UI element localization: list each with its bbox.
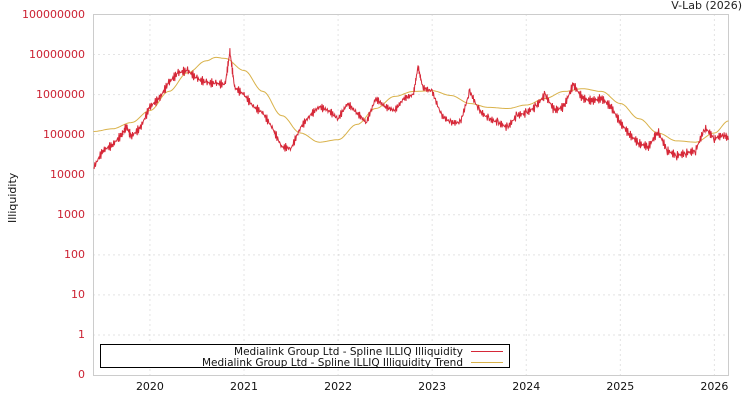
plot-frame (93, 14, 729, 376)
y-tick-label: 100000000 (22, 7, 85, 21)
x-tick-label: 2020 (135, 380, 164, 393)
x-tick-label: 2022 (324, 380, 353, 393)
x-tick-label: 2024 (512, 380, 541, 393)
legend-item-trend: Medialink Group Ltd - Spline ILLIQ Illiq… (201, 356, 503, 369)
y-tick-label: 100000 (43, 127, 85, 141)
legend: Medialink Group Ltd - Spline ILLIQ Illiq… (100, 344, 510, 369)
credit-label: V-Lab (2026) (671, 0, 742, 12)
x-tick-label: 2021 (230, 380, 259, 393)
y-tick-label: 100 (64, 247, 85, 261)
y-tick-label: 10000 (50, 167, 85, 181)
legend-swatch-gold-line-icon (471, 362, 503, 363)
y-tick-label: 1000000 (36, 87, 85, 101)
legend-label: Medialink Group Ltd - Spline ILLIQ Illiq… (234, 345, 463, 358)
legend-swatch-red-line-icon (471, 351, 503, 352)
y-tick-label: 1 (78, 327, 85, 341)
legend-label: Medialink Group Ltd - Spline ILLIQ Illiq… (201, 356, 463, 369)
y-axis-label: Illiquidity (6, 172, 19, 223)
x-tick-label: 2023 (418, 380, 447, 393)
y-tick-label: 1000 (57, 207, 85, 221)
y-tick-label: 10 (71, 287, 85, 301)
legend-item-illiquidity: Medialink Group Ltd - Spline ILLIQ Illiq… (234, 345, 503, 358)
illiquidity-line (93, 48, 729, 170)
trend-line (93, 56, 729, 143)
grid-lines (93, 14, 729, 375)
x-tick-label: 2025 (606, 380, 635, 393)
y-tick-label: 0 (78, 368, 85, 381)
y-tick-label: 10000000 (29, 47, 85, 61)
x-tick-label: 2026 (700, 380, 729, 393)
